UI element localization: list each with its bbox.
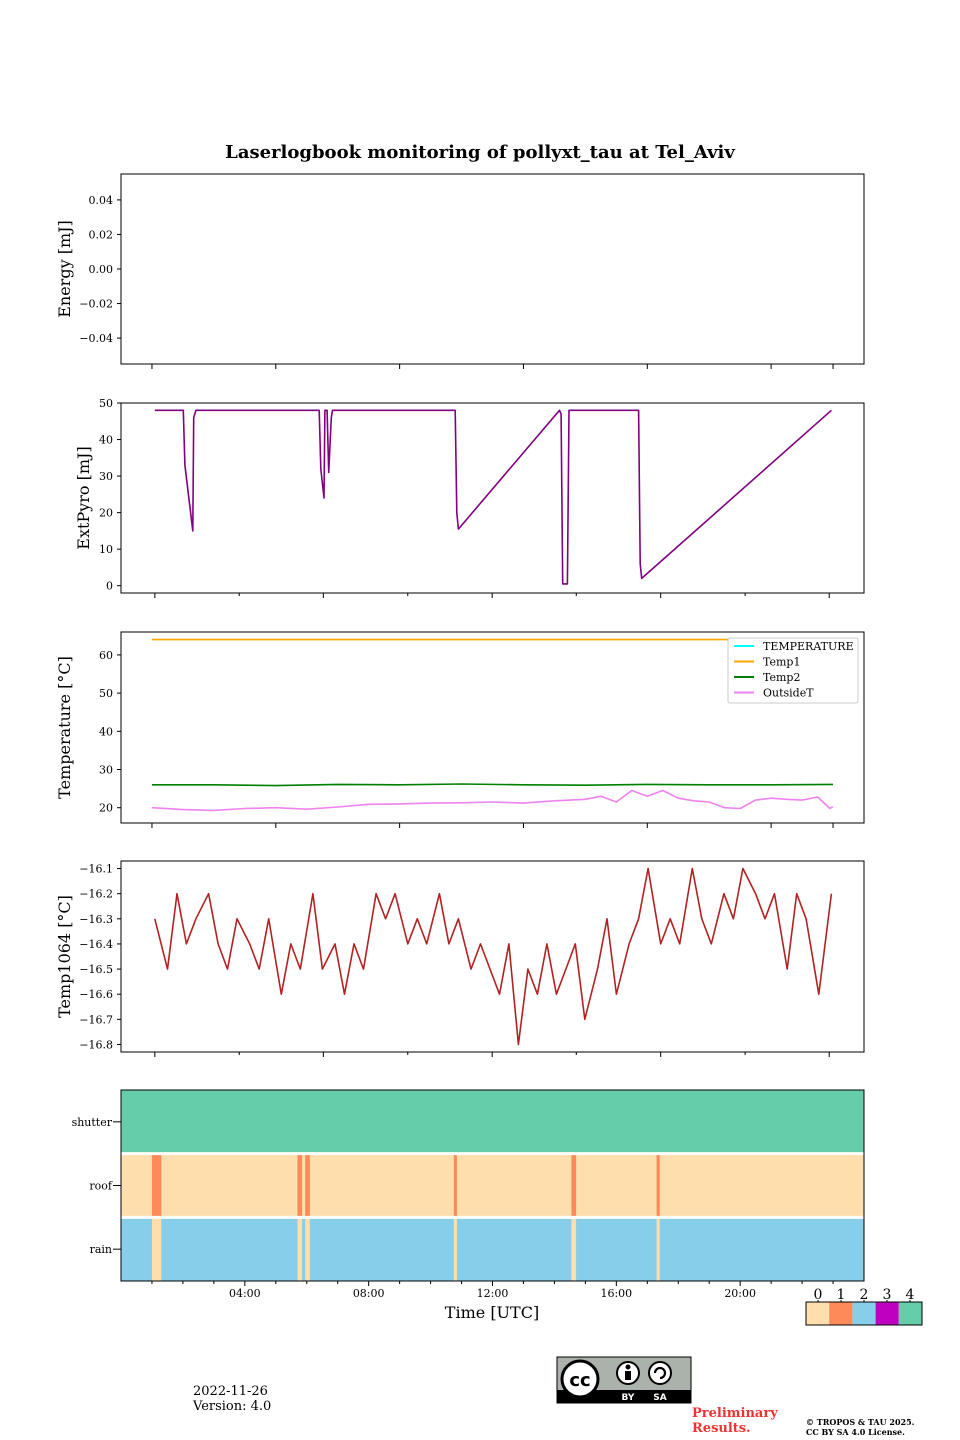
status-roof-event-3	[453, 1153, 457, 1218]
copyright-text-line1: © TROPOS & TAU 2025.	[806, 1417, 915, 1427]
preliminary-text-line2: Results.	[692, 1421, 751, 1436]
colorbar-label-2: 2	[860, 1287, 869, 1303]
colorbar-segment-4	[898, 1302, 922, 1325]
status-roof-event-2	[305, 1153, 310, 1218]
status-roof-event-0	[151, 1153, 162, 1218]
status-roof-base	[121, 1153, 864, 1218]
panel-2-series-2-line	[152, 783, 834, 787]
panel-0-ytick-label-3: −0.02	[79, 298, 113, 311]
status-roof-event-1	[297, 1153, 303, 1218]
panel-2-series-3-line	[151, 789, 834, 812]
colorbar-segment-2	[852, 1302, 876, 1325]
panel-3-ytick-label-4: −16.5	[79, 963, 113, 976]
panel-1-ylabel: ExtPyro [mJ]	[74, 446, 93, 549]
status-rain-event-4	[571, 1217, 577, 1281]
status-rain-event-2	[305, 1217, 310, 1281]
panel-1-series-0-line	[154, 409, 832, 585]
panel-3-ytick-label-1: −16.2	[79, 888, 113, 901]
preliminary-text-line1: Preliminary	[692, 1406, 778, 1421]
time-tick-label-4: 20:00	[724, 1287, 756, 1300]
panel-2-legend-label-0: TEMPERATURE	[763, 640, 854, 653]
colorbar-label-1: 1	[837, 1287, 846, 1303]
date-text: 2022-11-26	[193, 1384, 268, 1399]
panel-2-ytick-label-2: 40	[99, 725, 113, 738]
panel-3-ytick-label-0: −16.1	[79, 863, 113, 876]
panel-3-ytick-label-2: −16.3	[79, 913, 113, 926]
panel-2-ylabel: Temperature [°C]	[55, 656, 74, 799]
status-row-label-shutter: shutter	[72, 1116, 113, 1129]
time-tick-label-1: 08:00	[353, 1287, 385, 1300]
panel-3-ytick-label-7: −16.8	[79, 1038, 113, 1051]
colorbar-segment-0	[806, 1302, 830, 1325]
sa-share-icon	[648, 1361, 672, 1385]
panel-1-ytick-label-1: 10	[99, 543, 113, 556]
panel-3-ylabel: Temp1064 [°C]	[55, 895, 74, 1018]
panel-3-ytick-label-3: −16.4	[79, 938, 113, 951]
copyright-text-line2: CC BY SA 4.0 License.	[806, 1427, 905, 1437]
status-rain-event-3	[453, 1217, 457, 1281]
time-axis-label: Time [UTC]	[445, 1303, 539, 1322]
panel-3-ytick-label-5: −16.6	[79, 988, 113, 1001]
cc-logo-text: cc	[569, 1370, 590, 1391]
by-person-head-icon	[625, 1364, 631, 1370]
panel-2-ytick-label-1: 30	[99, 764, 113, 777]
status-rain-base	[121, 1217, 864, 1281]
panel-2-ytick-label-4: 60	[99, 649, 113, 662]
panel-0-ytick-label-2: 0.00	[89, 263, 114, 276]
panel-2-legend-label-3: OutsideT	[763, 687, 814, 700]
time-tick-label-0: 04:00	[229, 1287, 261, 1300]
panel-0-ytick-label-0: 0.04	[89, 194, 114, 207]
panel-2-legend-label-1: Temp1	[763, 656, 800, 669]
colorbar-label-0: 0	[814, 1287, 823, 1303]
license-by-label: BY	[622, 1393, 635, 1403]
figure-title: Laserlogbook monitoring of pollyxt_tau a…	[225, 142, 735, 163]
colorbar-label-4: 4	[906, 1287, 915, 1303]
license-sa-label: SA	[653, 1393, 666, 1403]
panel-1-frame	[120, 402, 865, 594]
version-text: Version: 4.0	[193, 1399, 272, 1414]
panel-3-series-0-line	[154, 867, 833, 1046]
panel-1-ytick-label-3: 30	[99, 470, 113, 483]
status-rain-event-0	[151, 1217, 162, 1281]
status-roof-event-4	[571, 1153, 577, 1218]
status-row-label-roof: roof	[89, 1180, 113, 1193]
panel-1-ytick-label-4: 40	[99, 434, 113, 447]
status-rain-event-1	[297, 1217, 303, 1281]
panel-1-ytick-label-5: 50	[99, 397, 113, 410]
panel-2-ytick-label-0: 20	[99, 802, 113, 815]
panel-0-ylabel: Energy [mJ]	[55, 220, 74, 318]
panel-3-ytick-label-6: −16.7	[79, 1013, 113, 1026]
time-tick-label-3: 16:00	[600, 1287, 632, 1300]
by-person-body-icon	[625, 1371, 631, 1380]
status-rain-event-5	[656, 1217, 660, 1281]
status-row-label-rain: rain	[90, 1243, 112, 1256]
time-tick-label-2: 12:00	[477, 1287, 509, 1300]
panel-2-ytick-label-3: 50	[99, 687, 113, 700]
status-shutter-base	[121, 1090, 864, 1154]
sa-share-arrow-icon	[653, 1366, 667, 1380]
cc-logo-icon	[560, 1359, 600, 1399]
panel-2-legend-label-2: Temp2	[763, 671, 800, 684]
panel-1-ytick-label-2: 20	[99, 507, 113, 520]
panel-1-ytick-label-0: 0	[106, 580, 113, 593]
colorbar-segment-3	[875, 1302, 899, 1325]
colorbar-label-3: 3	[883, 1287, 892, 1303]
panel-3-frame	[120, 860, 865, 1053]
status-roof-event-5	[656, 1153, 660, 1218]
panel-0-ytick-label-4: −0.04	[79, 332, 113, 345]
panel-2-legend-frame	[727, 637, 859, 704]
colorbar-segment-1	[829, 1302, 853, 1325]
panel-0-frame	[120, 173, 865, 365]
panel-0-ytick-label-1: 0.02	[89, 228, 114, 241]
